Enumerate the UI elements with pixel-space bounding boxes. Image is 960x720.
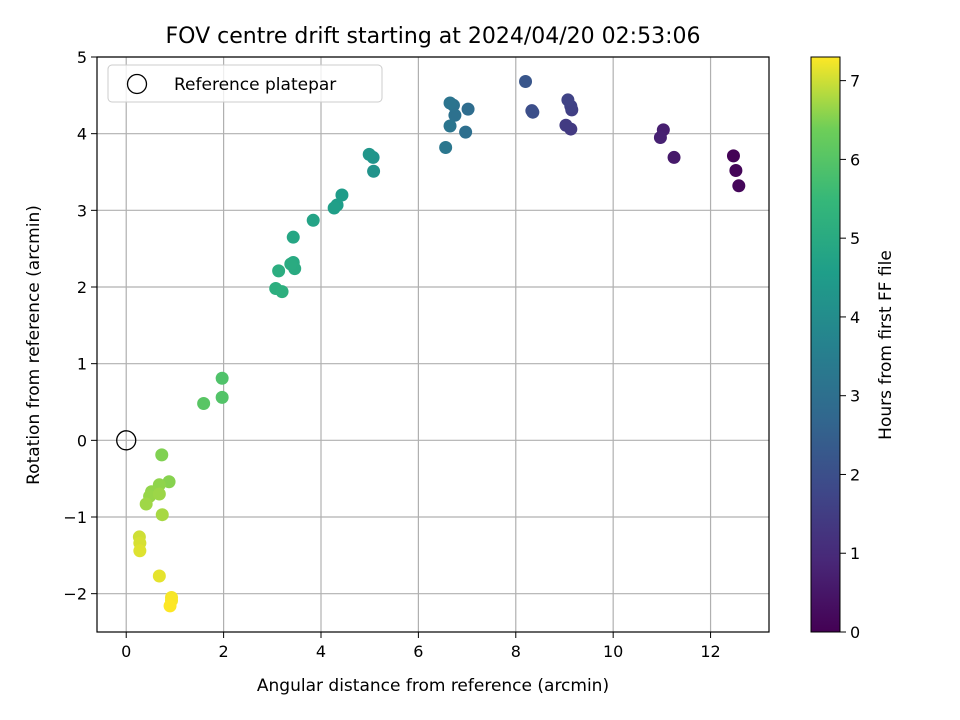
- data-point: [286, 230, 300, 244]
- y-tick-label: 4: [77, 125, 87, 144]
- data-point: [459, 125, 473, 139]
- data-points: [116, 75, 746, 613]
- legend-entry: Reference platepar: [174, 75, 336, 95]
- data-point: [139, 497, 153, 511]
- data-point: [272, 264, 286, 278]
- data-point: [461, 102, 475, 116]
- data-point: [275, 285, 289, 299]
- colorbar-tick-label: 5: [850, 229, 860, 248]
- y-tick-label: 1: [77, 355, 87, 374]
- legend: Reference platepar: [107, 64, 383, 103]
- data-point: [335, 188, 349, 202]
- x-tick-label: 12: [700, 642, 720, 661]
- colorbar-tick-label: 7: [850, 72, 860, 91]
- data-point: [439, 140, 453, 154]
- data-point: [152, 487, 166, 501]
- data-point: [306, 213, 320, 227]
- x-tick-label: 2: [219, 642, 229, 661]
- data-point: [367, 164, 381, 178]
- data-point: [559, 118, 573, 132]
- data-point: [561, 93, 575, 107]
- colorbar-tick-label: 1: [850, 544, 860, 563]
- legend-marker-icon: [126, 73, 148, 95]
- data-point: [152, 569, 166, 583]
- colorbar: 0 1 2 3 4 5 6 7 Hours from first FF file: [810, 56, 896, 642]
- data-point: [526, 105, 540, 119]
- plot-frame: [96, 56, 770, 633]
- y-tick-label: 5: [77, 48, 87, 67]
- data-point: [155, 448, 169, 462]
- y-tick-label: −1: [63, 508, 87, 527]
- data-point: [732, 179, 746, 193]
- colorbar-tick-label: 0: [850, 623, 860, 642]
- x-tick-label: 10: [603, 642, 623, 661]
- data-point: [653, 131, 667, 144]
- y-tick-label: 3: [77, 201, 87, 220]
- x-axis-label: Angular distance from reference (arcmin): [257, 676, 609, 696]
- grid-lines: [97, 56, 769, 632]
- data-point: [284, 257, 298, 271]
- colorbar-ticks: 0 1 2 3 4 5 6 7: [840, 72, 860, 642]
- data-point: [443, 96, 457, 110]
- y-tick-label: 0: [77, 431, 87, 450]
- chart-title: FOV centre drift starting at 2024/04/20 …: [166, 24, 701, 49]
- colorbar-tick-label: 4: [850, 308, 860, 327]
- data-point: [215, 390, 229, 404]
- x-tick-label: 8: [511, 642, 521, 661]
- data-point: [155, 508, 169, 522]
- colorbar-gradient: [810, 56, 841, 633]
- colorbar-tick-label: 6: [850, 150, 860, 169]
- y-tick-label: −2: [63, 585, 87, 604]
- data-point: [519, 75, 533, 89]
- y-tick-label: 2: [77, 278, 87, 297]
- data-point: [448, 108, 462, 122]
- x-tick-label: 4: [316, 642, 326, 661]
- data-point: [327, 201, 341, 215]
- data-point: [729, 163, 743, 177]
- colorbar-tick-label: 3: [850, 387, 860, 406]
- data-point: [163, 599, 177, 613]
- data-point: [667, 150, 681, 164]
- data-point: [362, 147, 376, 161]
- reference-point-marker: [116, 430, 137, 451]
- data-point: [726, 149, 740, 163]
- data-point: [133, 544, 147, 558]
- data-point: [197, 397, 211, 411]
- x-tick-label: 6: [413, 642, 423, 661]
- legend-box: [107, 64, 383, 103]
- y-axis-label: Rotation from reference (arcmin): [24, 205, 44, 485]
- data-point: [215, 371, 229, 385]
- colorbar-label: Hours from first FF file: [876, 250, 896, 440]
- x-tick-label: 0: [121, 642, 131, 661]
- data-point: [443, 119, 457, 133]
- colorbar-tick-label: 2: [850, 465, 860, 484]
